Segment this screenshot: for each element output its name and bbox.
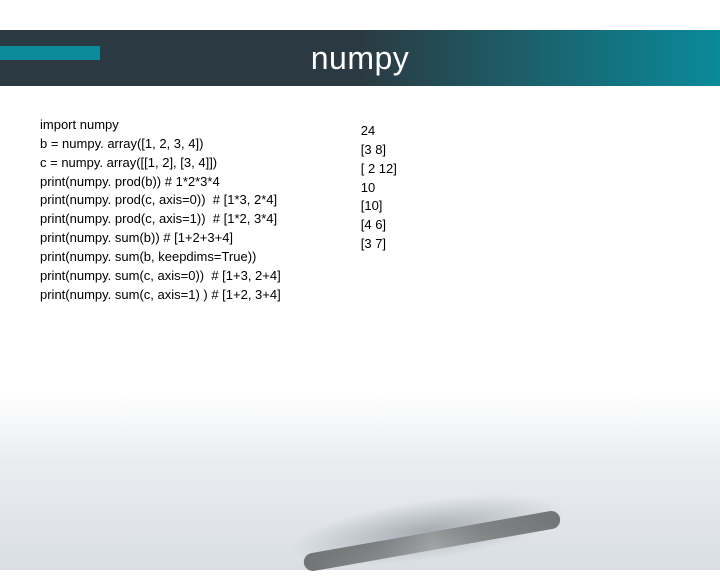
code-line: import numpy <box>40 116 281 135</box>
background-blur <box>0 390 720 570</box>
code-line: print(numpy. prod(c, axis=0)) # [1*3, 2*… <box>40 191 281 210</box>
code-line: c = numpy. array([[1, 2], [3, 4]]) <box>40 154 281 173</box>
output-line: [10] <box>361 197 397 216</box>
code-line: print(numpy. sum(c, axis=1) ) # [1+2, 3+… <box>40 286 281 305</box>
pen-shadow-decoration <box>285 481 571 579</box>
code-block: import numpy b = numpy. array([1, 2, 3, … <box>40 116 281 304</box>
pen-decoration <box>303 510 562 573</box>
output-block: 24 [3 8] [ 2 12] 10 [10] [4 6] [3 7] <box>361 116 397 304</box>
code-line: print(numpy. sum(b)) # [1+2+3+4] <box>40 229 281 248</box>
output-line: 10 <box>361 179 397 198</box>
slide-header: numpy <box>0 30 720 86</box>
code-line: b = numpy. array([1, 2, 3, 4]) <box>40 135 281 154</box>
slide-title: numpy <box>311 40 410 77</box>
title-bar: numpy <box>0 30 720 86</box>
output-line: [3 8] <box>361 141 397 160</box>
code-line: print(numpy. prod(b)) # 1*2*3*4 <box>40 173 281 192</box>
output-line: [ 2 12] <box>361 160 397 179</box>
output-line: [3 7] <box>361 235 397 254</box>
code-line: print(numpy. sum(c, axis=0)) # [1+3, 2+4… <box>40 267 281 286</box>
code-line: print(numpy. prod(c, axis=1)) # [1*2, 3*… <box>40 210 281 229</box>
content-area: import numpy b = numpy. array([1, 2, 3, … <box>0 86 720 334</box>
code-line: print(numpy. sum(b, keepdims=True)) <box>40 248 281 267</box>
accent-bar <box>0 46 100 60</box>
output-line: [4 6] <box>361 216 397 235</box>
output-line: 24 <box>361 122 397 141</box>
